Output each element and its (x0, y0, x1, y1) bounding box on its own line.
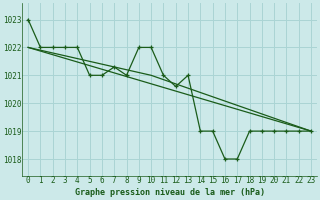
X-axis label: Graphe pression niveau de la mer (hPa): Graphe pression niveau de la mer (hPa) (75, 188, 265, 197)
